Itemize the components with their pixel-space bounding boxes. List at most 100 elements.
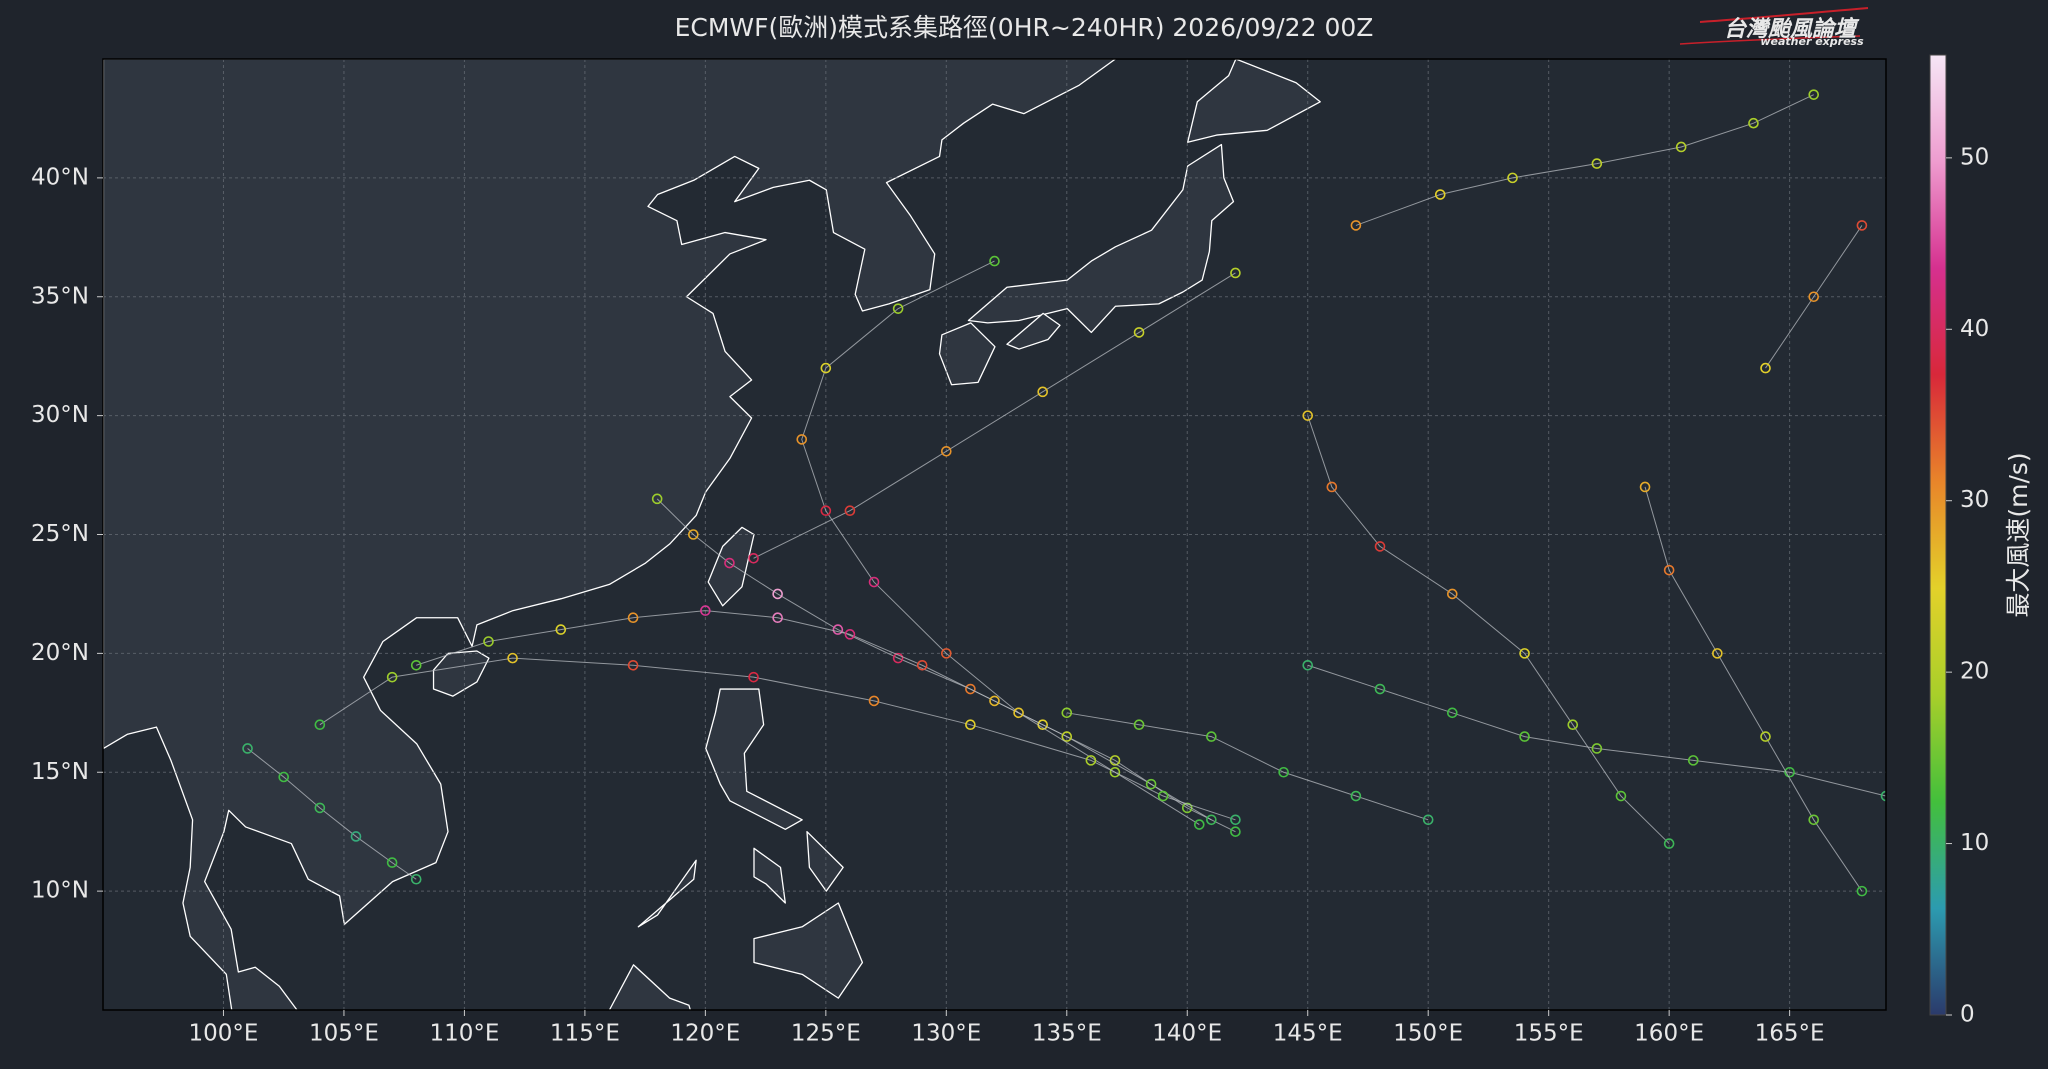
track-layer bbox=[242, 89, 1886, 897]
x-tick-label: 140°E bbox=[1152, 1021, 1222, 1047]
track-point bbox=[1374, 541, 1386, 552]
x-tick-label: 115°E bbox=[550, 1021, 620, 1047]
track-point bbox=[1374, 683, 1386, 695]
x-tick-label: 160°E bbox=[1634, 1021, 1704, 1047]
track-line bbox=[1644, 486, 1863, 892]
track-point bbox=[1784, 766, 1795, 778]
logo: 台灣颱風論壇 weather express bbox=[1679, 7, 1869, 48]
honshu bbox=[968, 145, 1233, 333]
track-line bbox=[1355, 94, 1814, 226]
track-point bbox=[1350, 220, 1362, 231]
track-line bbox=[1307, 664, 1886, 797]
track-point bbox=[820, 362, 832, 374]
track-point bbox=[386, 671, 398, 683]
track-point bbox=[1302, 410, 1314, 421]
track-point bbox=[1422, 814, 1434, 826]
y-tick-label: 30°N bbox=[31, 402, 89, 428]
visayas bbox=[754, 848, 785, 903]
track-point bbox=[1760, 731, 1771, 742]
track-point bbox=[1446, 707, 1458, 719]
track-point bbox=[1145, 778, 1157, 790]
track-point bbox=[748, 671, 759, 683]
y-tick-label: 40°N bbox=[31, 164, 89, 190]
track-point bbox=[1808, 814, 1820, 826]
track-point bbox=[651, 493, 663, 505]
x-tick-label: 120°E bbox=[670, 1021, 740, 1047]
colorbar-tick-label: 10 bbox=[1960, 830, 1989, 856]
track-point bbox=[1639, 481, 1651, 493]
mindanao bbox=[754, 903, 862, 998]
track-point bbox=[1446, 588, 1458, 600]
track-point bbox=[1061, 707, 1073, 719]
track-point bbox=[1675, 141, 1687, 153]
logo-swoosh bbox=[1699, 7, 1869, 23]
track-point bbox=[242, 743, 253, 754]
track-point bbox=[1133, 719, 1145, 731]
track-point bbox=[688, 529, 699, 540]
track-line bbox=[1765, 225, 1863, 369]
track-point bbox=[989, 695, 1000, 707]
luzon bbox=[706, 689, 802, 829]
track-point bbox=[965, 719, 976, 731]
track-line bbox=[656, 498, 1236, 833]
track-point bbox=[1278, 766, 1289, 778]
track-point bbox=[844, 505, 856, 517]
axes-layer: 100°E 105°E 110°E 115°E 120°E 125°E 130°E 135°E… bbox=[31, 164, 1825, 1046]
track-point bbox=[1808, 89, 1820, 100]
colorbar-tick-label: 30 bbox=[1960, 487, 1989, 513]
track-point bbox=[844, 629, 856, 640]
logo-subtitle: weather express bbox=[1760, 35, 1864, 48]
y-tick-label: 35°N bbox=[31, 283, 89, 309]
x-tick-label: 135°E bbox=[1032, 1021, 1102, 1047]
colorbar-tick-label: 40 bbox=[1960, 316, 1989, 342]
track-point bbox=[796, 434, 808, 445]
samar bbox=[807, 832, 843, 891]
logo-title: 台灣颱風論壇 bbox=[1724, 16, 1860, 42]
track-point bbox=[1687, 755, 1699, 766]
grid-layer bbox=[103, 59, 1886, 1010]
track-point bbox=[1663, 564, 1675, 576]
palawan bbox=[638, 860, 696, 927]
x-tick-label: 110°E bbox=[429, 1021, 499, 1047]
track-point bbox=[1206, 731, 1217, 742]
track-line bbox=[319, 657, 1236, 821]
track-point bbox=[1230, 267, 1241, 279]
x-tick-label: 165°E bbox=[1755, 1021, 1825, 1047]
track-point bbox=[1194, 819, 1205, 830]
track-point bbox=[724, 557, 735, 569]
track-point bbox=[748, 552, 759, 564]
track-point bbox=[1507, 172, 1518, 184]
track-point bbox=[1109, 766, 1121, 778]
track-point bbox=[892, 652, 904, 664]
track-point bbox=[1567, 719, 1579, 731]
track-point bbox=[868, 576, 880, 588]
track-point bbox=[1808, 291, 1820, 303]
track-point bbox=[1085, 755, 1097, 766]
x-tick-label: 130°E bbox=[911, 1021, 981, 1047]
track-point bbox=[1519, 731, 1530, 742]
track-point bbox=[941, 445, 952, 457]
track-point bbox=[1712, 648, 1723, 659]
track-point bbox=[1748, 117, 1759, 129]
y-tick-label: 10°N bbox=[31, 878, 89, 904]
track-point bbox=[1615, 790, 1627, 802]
track-point bbox=[1760, 362, 1771, 374]
x-tick-label: 105°E bbox=[309, 1021, 379, 1047]
track-point bbox=[1157, 790, 1169, 802]
track-point bbox=[1856, 885, 1868, 897]
track-point bbox=[941, 648, 952, 659]
colorbar-tick-label: 0 bbox=[1960, 1002, 1975, 1028]
track-point bbox=[1663, 838, 1675, 849]
track-point bbox=[1302, 659, 1314, 671]
logo-swoosh bbox=[1679, 35, 1861, 45]
shikoku bbox=[1007, 313, 1060, 349]
track-point bbox=[1230, 826, 1241, 837]
track-point bbox=[410, 873, 422, 885]
track-point bbox=[868, 695, 880, 707]
track-point bbox=[1519, 648, 1530, 659]
track-point bbox=[1109, 755, 1121, 766]
track-point bbox=[507, 652, 518, 664]
borneo bbox=[597, 965, 693, 1010]
chart-title: ECMWF(歐洲)模式系集路徑(0HR~240HR) 2026/09/22 00… bbox=[675, 13, 1374, 42]
